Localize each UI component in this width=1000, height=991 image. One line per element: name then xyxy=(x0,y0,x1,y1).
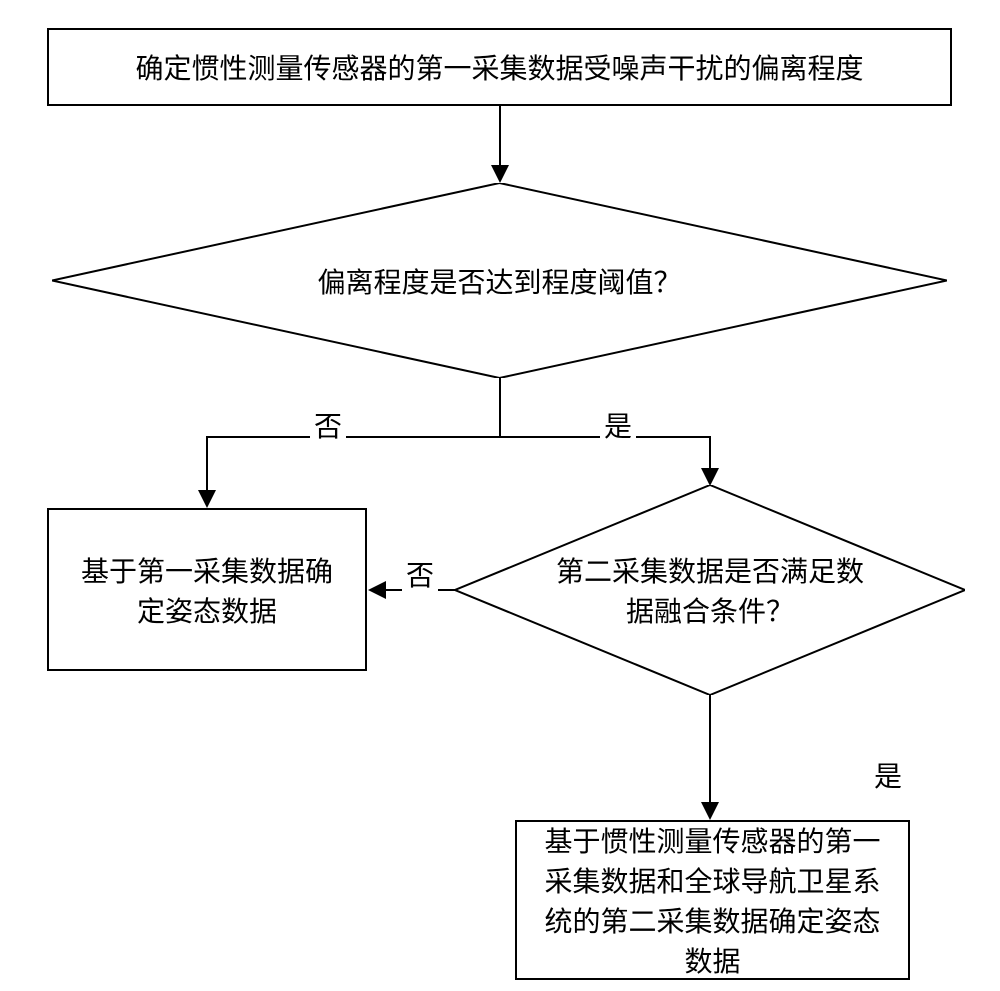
arrow-head-icon xyxy=(701,802,719,820)
edge-line xyxy=(206,436,208,491)
arrow-head-icon xyxy=(198,490,216,508)
arrow-head-icon xyxy=(491,165,509,183)
node-text: 基于第一采集数据确定姿态数据 xyxy=(69,550,345,630)
arrow-head-icon xyxy=(368,581,386,599)
edge-label-no: 否 xyxy=(310,405,346,445)
edge-line xyxy=(499,378,501,438)
node-start-rect: 确定惯性测量传感器的第一采集数据受噪声干扰的偏离程度 xyxy=(47,28,952,106)
node-result-bottom: 基于惯性测量传感器的第一采集数据和全球导航卫星系统的第二采集数据确定姿态数据 xyxy=(515,820,910,980)
flowchart-container: 确定惯性测量传感器的第一采集数据受噪声干扰的偏离程度 偏离程度是否达到程度阈值？… xyxy=(0,0,1000,991)
node-text: 确定惯性测量传感器的第一采集数据受噪声干扰的偏离程度 xyxy=(135,47,863,87)
edge-label-yes: 是 xyxy=(600,405,636,445)
arrow-head-icon xyxy=(701,468,719,486)
node-text: 基于惯性测量传感器的第一采集数据和全球导航卫星系统的第二采集数据确定姿态数据 xyxy=(532,820,893,980)
edge-label-yes: 是 xyxy=(870,755,906,795)
edge-label-no: 否 xyxy=(402,554,438,594)
node-decision-1: 偏离程度是否达到程度阈值？ xyxy=(52,183,947,378)
node-text: 第二采集数据是否满足数据融合条件？ xyxy=(547,550,873,630)
edge-line xyxy=(709,695,711,803)
node-text: 偏离程度是否达到程度阈值？ xyxy=(317,261,681,301)
edge-line xyxy=(499,106,501,168)
edge-line xyxy=(709,436,711,470)
node-decision-2: 第二采集数据是否满足数据融合条件？ xyxy=(455,485,965,695)
node-result-left: 基于第一采集数据确定姿态数据 xyxy=(47,508,367,671)
